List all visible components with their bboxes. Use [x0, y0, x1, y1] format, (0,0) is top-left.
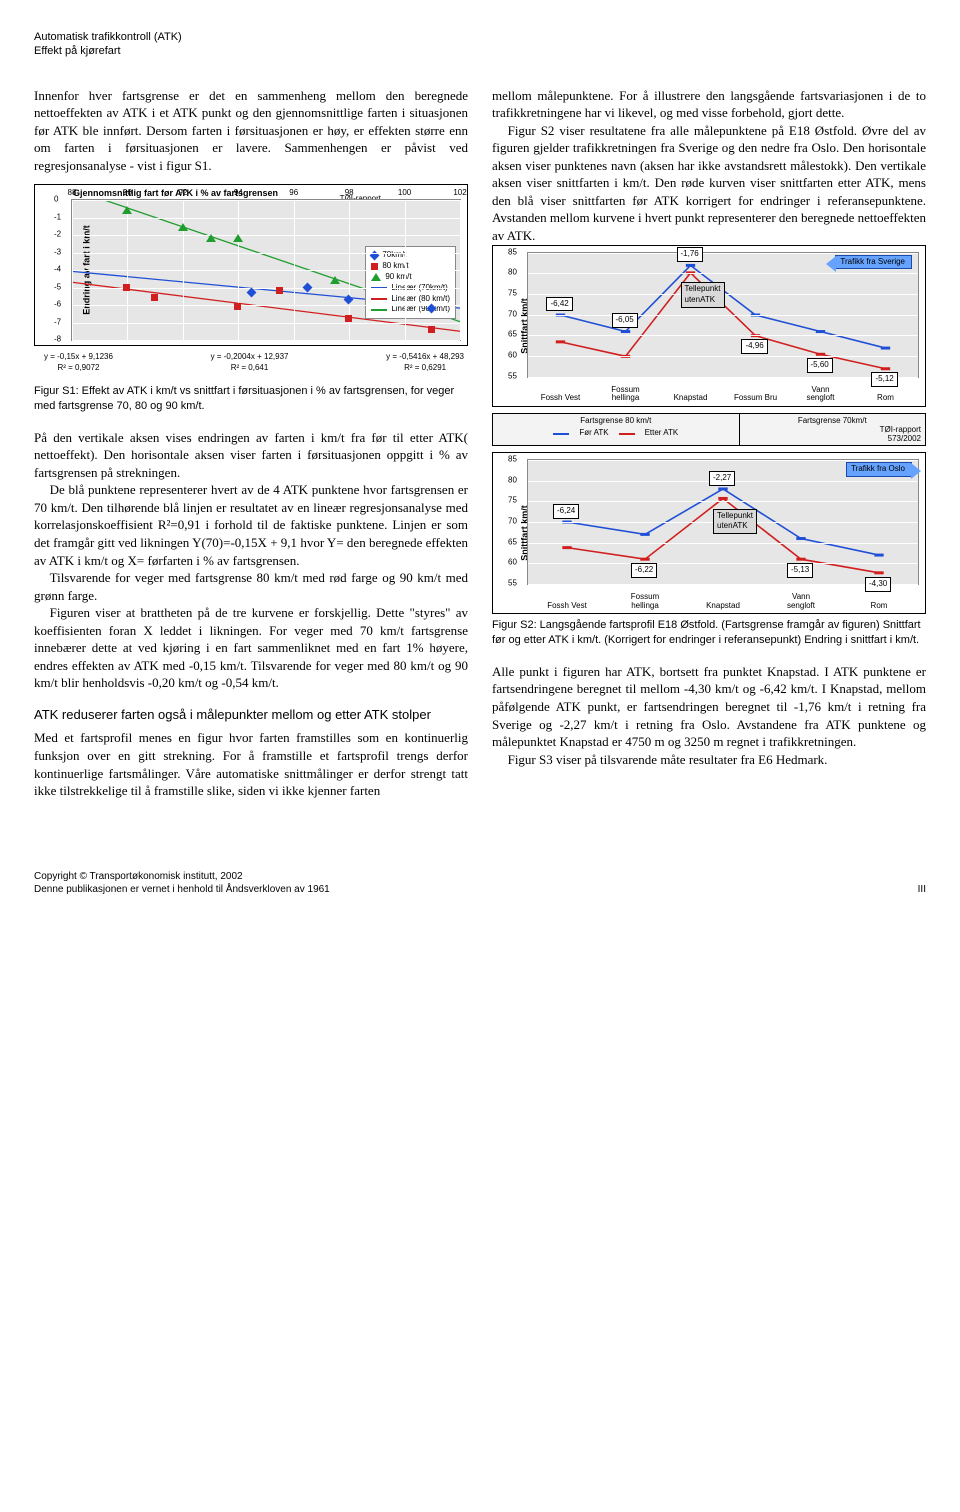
value-label: -5,60: [807, 358, 833, 373]
chart-xlabel: Fossum Bru: [734, 394, 777, 402]
chart-xlabel: 100: [398, 188, 411, 199]
chart-s2-bottom-plot: 55606570758085Fossh VestFossumhellingaKn…: [527, 459, 919, 585]
figure-s2-caption: Figur S2: Langsgående fartsprofil E18 Øs…: [492, 618, 926, 649]
chart-xlabel: Rom: [877, 394, 894, 402]
chart-s1-title: Gjennomsnittlig fart før ATK i % av fart…: [73, 187, 278, 199]
figure-s2-bottom-chart: Snittfart km/t 55606570758085Fossh VestF…: [492, 452, 926, 614]
chart-ylabel: 80: [508, 475, 517, 486]
chart-ylabel: -5: [54, 282, 61, 293]
chart-xlabel: 88: [68, 188, 77, 199]
two-column-layout: Innenfor hver fartsgrense er det en samm…: [34, 87, 926, 800]
value-label: -6,42: [546, 297, 572, 312]
right-para-1: mellom målepunktene. For å illustrere de…: [492, 87, 926, 122]
midbar-seg-80: Fartsgrense 80 km/t Før ATKEtter ATK: [493, 414, 740, 446]
page-header: Automatisk trafikkontroll (ATK) Effekt p…: [34, 30, 926, 59]
chart-ylabel: 70: [508, 309, 517, 320]
midbar-seg-70: Fartsgrense 70km/t TØI-rapport573/2002: [740, 414, 925, 446]
value-label: -4,96: [741, 339, 767, 354]
chart-ylabel: -8: [54, 335, 61, 346]
left-para-2: På den vertikale aksen vises endringen a…: [34, 429, 468, 482]
chart-ylabel: 60: [508, 558, 517, 569]
chart-ylabel: 55: [508, 579, 517, 590]
header-line-1: Automatisk trafikkontroll (ATK): [34, 30, 926, 44]
chart-ylabel: -6: [54, 300, 61, 311]
chart-ylabel: 75: [508, 496, 517, 507]
value-label: -1,76: [677, 247, 703, 262]
left-para-3: De blå punktene representerer hvert av d…: [34, 481, 468, 569]
left-para-4: Tilsvarende for veger med fartsgrense 80…: [34, 569, 468, 604]
right-para-2: Figur S2 viser resultatene fra alle måle…: [492, 122, 926, 245]
left-para-6: Med et fartsprofil menes en figur hvor f…: [34, 729, 468, 799]
chart-xlabel: Fossh Vest: [541, 394, 581, 402]
chart-ylabel: 55: [508, 371, 517, 382]
footer-copyright: Copyright © Transportøkonomisk institutt…: [34, 870, 330, 897]
chart-xlabel: 94: [234, 188, 243, 199]
figure-s2-midbar: Fartsgrense 80 km/t Før ATKEtter ATK Far…: [492, 413, 926, 447]
header-line-2: Effekt på kjørefart: [34, 44, 926, 58]
chart-ylabel: 70: [508, 517, 517, 528]
right-para-4: Figur S3 viser på tilsvarende måte resul…: [492, 751, 926, 769]
right-column: mellom målepunktene. For å illustrere de…: [492, 87, 926, 800]
value-label: -6,05: [612, 313, 638, 328]
value-label: -5,13: [787, 563, 813, 578]
right-para-3: Alle punkt i figuren har ATK, bortsett f…: [492, 663, 926, 751]
chart-xlabel: 92: [178, 188, 187, 199]
chart-xlabel: 90: [123, 188, 132, 199]
chart-xlabel: 102: [453, 188, 466, 199]
value-label: -5,12: [871, 372, 897, 387]
chart-s2-top-plot: 55606570758085Fossh VestFossumhellingaKn…: [527, 252, 919, 378]
left-para-1: Innenfor hver fartsgrense er det en samm…: [34, 87, 468, 175]
chart-xlabel: Fossumhellinga: [631, 593, 659, 610]
left-column: Innenfor hver fartsgrense er det en samm…: [34, 87, 468, 800]
chart-xlabel: Knapstad: [674, 394, 708, 402]
tellepunkt-box: TellepunktutenATK: [713, 509, 757, 535]
section-heading: ATK reduserer farten også i målepunkter …: [34, 706, 468, 724]
chart-s2-report: TØI-rapport573/2002: [744, 426, 921, 443]
chart-ylabel: 75: [508, 288, 517, 299]
left-para-5: Figuren viser at brattheten på de tre ku…: [34, 604, 468, 692]
midbar-label-80: Fartsgrense 80 km/t: [497, 416, 735, 427]
chart-xlabel: Fossumhellinga: [611, 386, 639, 403]
chart-ylabel: -7: [54, 317, 61, 328]
chart-ylabel: 0: [54, 195, 58, 206]
chart-ylabel: 65: [508, 537, 517, 548]
chart-xlabel: 96: [289, 188, 298, 199]
chart-s1-equations: y = -0,15x + 9,1236R² = 0,9072y = -0,200…: [44, 352, 464, 374]
chart-ylabel: -2: [54, 230, 61, 241]
chart-xlabel: 98: [345, 188, 354, 199]
value-label: -2,27: [709, 471, 735, 486]
chart-xlabel: Rom: [871, 602, 888, 610]
midbar-legend: Før ATKEtter ATK: [497, 426, 735, 441]
chart-ylabel: -4: [54, 265, 61, 276]
chart-xlabel: Vannsengloft: [787, 593, 815, 610]
chart-xlabel: Vannsengloft: [806, 386, 834, 403]
page-footer: Copyright © Transportøkonomisk institutt…: [34, 870, 926, 897]
direction-arrow: Trafikk fra Sverige: [835, 255, 912, 270]
figure-s2-top-chart: Snittfart km/t 55606570758085Fossh VestF…: [492, 245, 926, 407]
chart-xlabel: Knapstad: [706, 602, 740, 610]
chart-s1-legend: 70km/t80 km/t90 km/tLineær (70km/t)Lineæ…: [365, 246, 456, 319]
chart-ylabel: 80: [508, 268, 517, 279]
figure-s1-caption: Figur S1: Effekt av ATK i km/t vs snittf…: [34, 384, 468, 415]
footer-page-number: III: [918, 883, 926, 897]
chart-xlabel: Fossh Vest: [547, 602, 587, 610]
value-label: -4,30: [865, 577, 891, 592]
chart-ylabel: -3: [54, 247, 61, 258]
chart-ylabel: -1: [54, 212, 61, 223]
chart-s1-plot-area: Endring av fart i km/t 70km/t80 km/t90 k…: [71, 199, 461, 341]
chart-ylabel: 60: [508, 350, 517, 361]
value-label: -6,24: [553, 504, 579, 519]
figure-s1-chart: Gjennomsnittlig fart før ATK i % av fart…: [34, 184, 468, 346]
footer-line-2: Denne publikasjonen er vernet i henhold …: [34, 883, 330, 897]
footer-line-1: Copyright © Transportøkonomisk institutt…: [34, 870, 330, 884]
chart-ylabel: 85: [508, 247, 517, 258]
chart-ylabel: 65: [508, 330, 517, 341]
tellepunkt-box: TellepunktutenATK: [681, 282, 725, 308]
value-label: -6,22: [631, 563, 657, 578]
direction-arrow: Trafikk fra Oslo: [846, 462, 912, 477]
chart-ylabel: 85: [508, 455, 517, 466]
